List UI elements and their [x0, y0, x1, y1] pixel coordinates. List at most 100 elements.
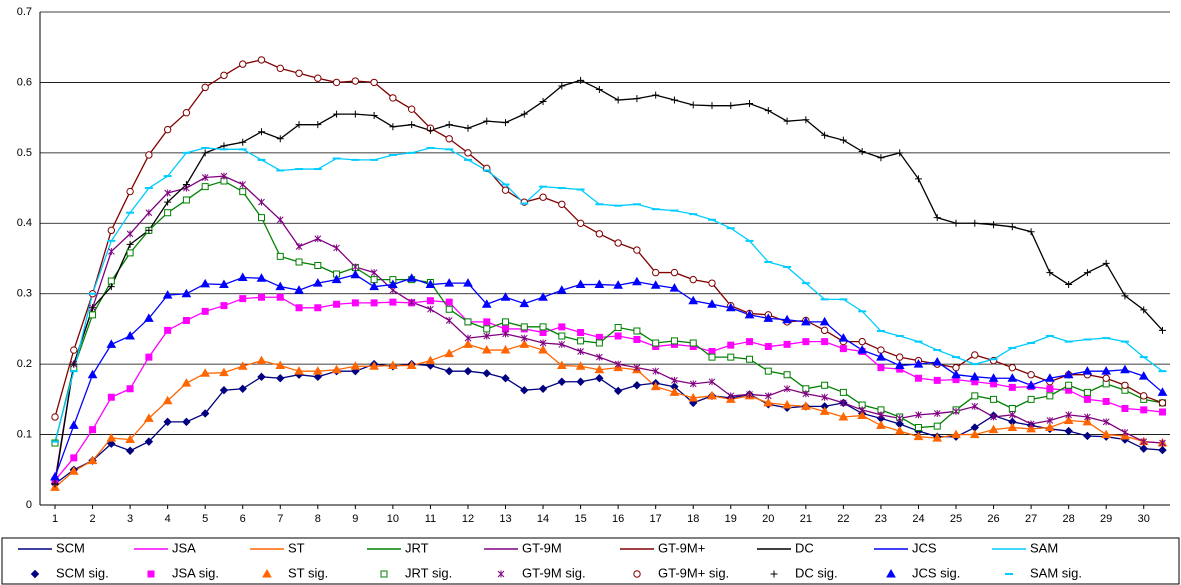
marker [614, 239, 622, 247]
marker [483, 332, 491, 340]
marker [406, 273, 417, 282]
marker [802, 390, 810, 398]
marker [276, 216, 284, 224]
series-line [54, 79, 1163, 484]
marker [689, 276, 697, 284]
marker [500, 292, 511, 301]
marker [1102, 418, 1110, 426]
marker [51, 413, 59, 421]
marker [746, 100, 754, 108]
marker [727, 341, 735, 349]
marker [763, 397, 774, 407]
marker [445, 316, 453, 324]
marker [162, 290, 173, 299]
marker [894, 426, 905, 435]
marker [1008, 383, 1016, 391]
marker [1007, 422, 1018, 432]
marker [990, 380, 998, 388]
y-tick-label: 0.3 [17, 288, 32, 300]
marker [669, 387, 680, 396]
legend-label: JRT [405, 540, 429, 555]
marker [952, 364, 960, 372]
marker [896, 149, 904, 157]
marker [145, 209, 153, 217]
marker [313, 372, 323, 382]
marker [577, 328, 585, 336]
legend-marker [147, 570, 155, 578]
x-tick-label: 23 [875, 513, 887, 525]
marker [164, 209, 172, 217]
marker [1121, 381, 1129, 389]
marker [632, 276, 642, 286]
marker [314, 235, 322, 243]
marker [539, 339, 547, 347]
marker [314, 121, 322, 129]
marker [427, 305, 434, 313]
marker [839, 345, 847, 353]
marker [389, 94, 397, 102]
marker [877, 406, 885, 414]
marker [820, 326, 829, 334]
marker [595, 339, 603, 347]
marker [876, 420, 886, 429]
marker [126, 249, 134, 257]
marker [257, 293, 265, 301]
marker [333, 300, 341, 308]
x-tick-label: 29 [1100, 513, 1112, 525]
marker [182, 109, 191, 117]
marker [500, 345, 511, 354]
marker [370, 276, 378, 284]
marker [539, 328, 547, 336]
marker [520, 334, 528, 342]
x-tick-label: 22 [837, 513, 849, 525]
x-tick-label: 18 [687, 513, 699, 525]
marker [238, 384, 247, 394]
marker [1065, 411, 1072, 419]
marker [481, 299, 492, 308]
marker [744, 309, 755, 319]
marker [821, 338, 829, 346]
y-tick-label: 0.5 [17, 147, 32, 159]
marker [557, 377, 567, 386]
marker [294, 366, 304, 375]
marker [783, 117, 791, 125]
marker [389, 298, 397, 306]
marker [838, 333, 849, 342]
marker [1065, 381, 1073, 389]
marker [407, 105, 416, 113]
marker [351, 77, 360, 85]
marker [839, 136, 847, 144]
marker [1063, 369, 1074, 379]
marker [1007, 373, 1018, 382]
marker [276, 374, 285, 383]
marker [463, 278, 473, 287]
marker [444, 348, 455, 358]
marker [575, 361, 586, 370]
marker [370, 299, 378, 307]
marker [1138, 371, 1149, 380]
marker [502, 119, 510, 127]
marker [539, 193, 547, 201]
marker [144, 437, 154, 446]
legend-label: GT-9M+ [658, 540, 705, 555]
marker [408, 121, 416, 129]
marker [708, 102, 716, 110]
legend-label: JCS sig. [912, 565, 960, 580]
marker [237, 361, 248, 370]
marker [425, 355, 436, 365]
marker [256, 355, 267, 365]
marker [1101, 366, 1112, 375]
marker [858, 401, 866, 409]
marker [1045, 373, 1055, 382]
marker [276, 293, 284, 301]
marker [106, 433, 117, 442]
marker [163, 125, 172, 134]
marker [1027, 371, 1035, 379]
marker [988, 424, 999, 434]
marker [613, 280, 624, 289]
marker [614, 360, 622, 368]
marker [144, 413, 154, 422]
marker [614, 324, 622, 332]
marker [314, 304, 322, 312]
